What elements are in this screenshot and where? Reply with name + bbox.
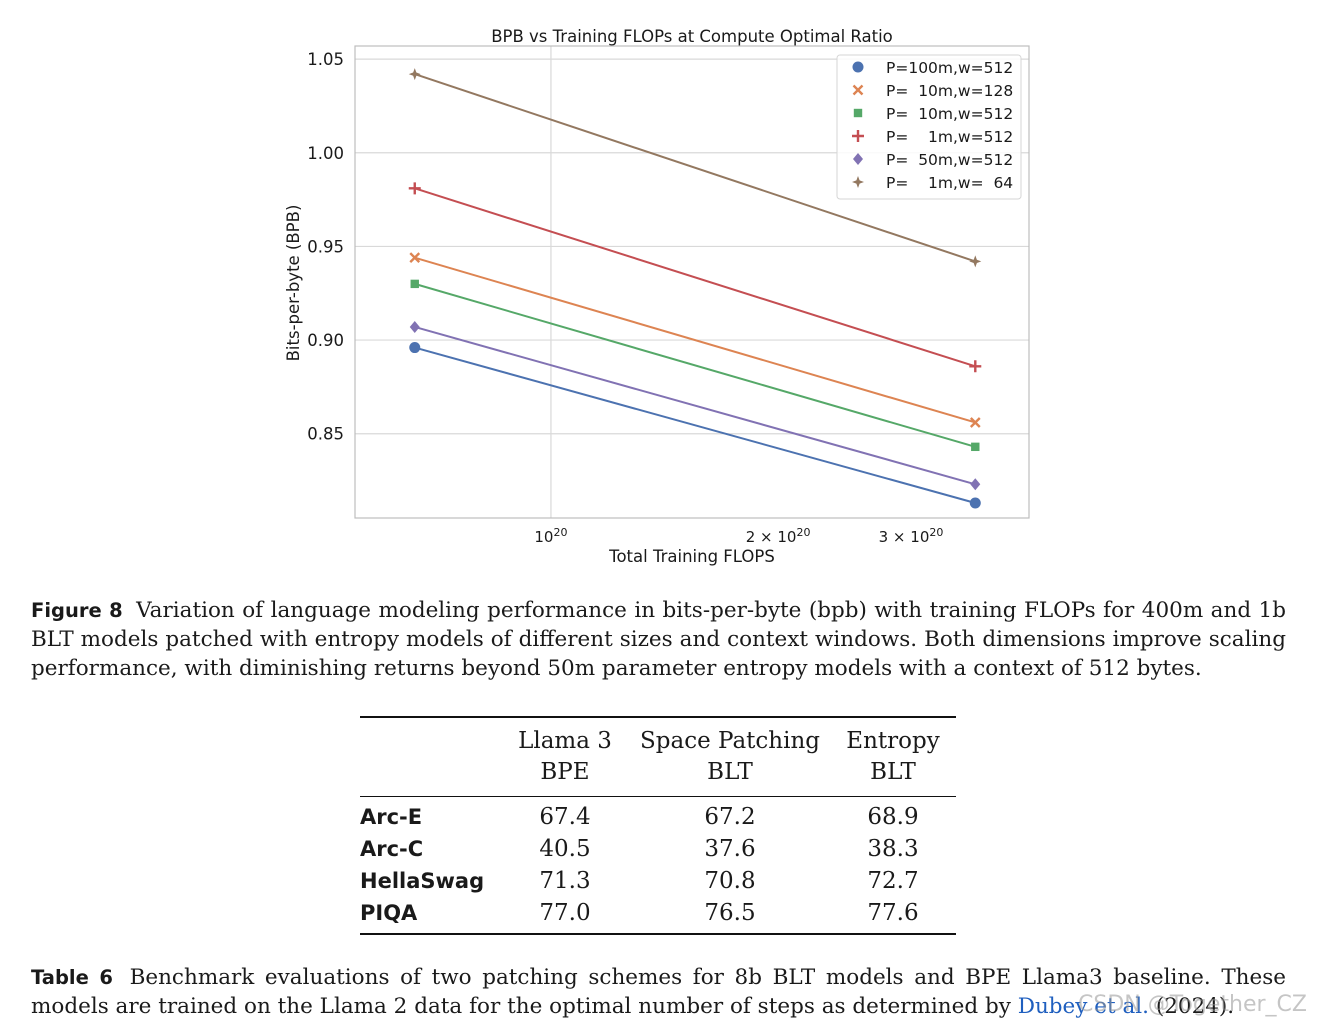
table-caption-year: (2024). <box>1148 994 1235 1019</box>
legend-marker <box>852 176 864 188</box>
table-caption-text: Benchmark evaluations of two patching sc… <box>31 965 1287 1019</box>
watermark: CSDN @Together_CZ <box>1078 992 1307 1017</box>
table-cell: 40.5 <box>539 836 591 862</box>
row-label: Arc-E <box>360 805 423 829</box>
table-cell: 77.6 <box>867 900 919 926</box>
chart-grid <box>355 46 1029 518</box>
table-cell: 37.6 <box>704 836 756 862</box>
legend-item: P= 50m,w=512 <box>853 151 1013 169</box>
legend-item: P= 1m,w=512 <box>852 128 1013 146</box>
legend-item: P= 10m,w=512 <box>853 105 1013 123</box>
legend-marker <box>853 108 863 118</box>
y-tick-label: 0.85 <box>307 425 344 444</box>
y-tick-label: 0.95 <box>307 237 344 256</box>
data-series <box>409 252 981 428</box>
plot-frame <box>354 45 1030 519</box>
y-axis-label: Bits-per-byte (BPB) <box>284 205 303 362</box>
x-axis-ticks: 1020 2 × 1020 3 × 1020 <box>534 526 943 546</box>
legend-label: P=100m,w=512 <box>886 59 1013 77</box>
figure-8-chart: BPB vs Training FLOPs at Compute Optimal… <box>284 27 1030 566</box>
row-label: PIQA <box>360 901 418 925</box>
data-point <box>409 320 420 333</box>
legend-marker <box>852 130 864 142</box>
series-line <box>414 325 976 486</box>
legend-label: P= 10m,w=128 <box>886 82 1013 100</box>
chart-svg: BPB vs Training FLOPs at Compute Optimal… <box>284 27 1030 566</box>
table-cell: 70.8 <box>704 868 756 894</box>
row-label: HellaSwag <box>360 869 485 893</box>
table-row: Arc-C 40.5 37.6 38.3 <box>360 833 956 865</box>
figure-caption-label: Figure 8 <box>31 599 123 622</box>
y-tick-label: 0.90 <box>307 331 344 350</box>
data-point <box>969 255 982 268</box>
citation-link[interactable]: Dubey et al. <box>1017 994 1149 1019</box>
data-point <box>410 279 419 289</box>
data-point <box>409 342 421 354</box>
table-row: Arc-E 67.4 67.2 68.9 <box>360 796 956 834</box>
table-cell: 38.3 <box>867 836 919 862</box>
y-tick-label: 1.05 <box>307 50 344 69</box>
col-header-llama3: Llama 3 BPE <box>518 728 612 785</box>
table-cell: 68.9 <box>867 804 919 830</box>
data-point <box>408 68 421 81</box>
benchmark-table: Llama 3 BPE Space Patching BLT Entropy BLT … <box>360 716 956 935</box>
series-line <box>414 187 976 368</box>
data-series <box>410 279 980 452</box>
series-line <box>414 346 976 504</box>
table-corner <box>360 717 500 797</box>
legend-item: P= 10m,w=128 <box>852 82 1013 100</box>
series-line <box>414 256 976 424</box>
x-tick-label: 1020 <box>534 526 567 546</box>
data-point <box>409 252 421 263</box>
table-row: HellaSwag 71.3 70.8 72.7 <box>360 865 956 897</box>
table-cell: 67.4 <box>539 804 591 830</box>
data-series <box>408 182 982 373</box>
x-axis-label: Total Training FLOPS <box>608 547 775 566</box>
legend-marker <box>853 153 863 165</box>
table-cell: 72.7 <box>867 868 919 894</box>
table-cell: 67.2 <box>704 804 756 830</box>
y-axis-ticks: 0.85 0.90 0.95 1.00 1.05 <box>307 50 344 444</box>
data-point <box>408 182 421 195</box>
data-series <box>409 342 981 509</box>
legend-label: P= 1m,w=512 <box>886 128 1013 146</box>
legend-item: P=100m,w=512 <box>852 59 1013 77</box>
chart-legend: P=100m,w=512 P= 10m,w=128 P= 10m,w=512 P= 1… <box>836 54 1022 200</box>
data-point <box>970 478 981 491</box>
data-point <box>969 497 981 509</box>
col-header-space-patching: Space Patching BLT <box>640 728 820 785</box>
legend-marker <box>852 84 864 96</box>
legend-item: P= 1m,w= 64 <box>852 174 1013 192</box>
col-header-entropy: Entropy BLT <box>846 728 940 785</box>
data-series <box>409 320 981 491</box>
data-point <box>969 360 982 373</box>
y-tick-label: 1.00 <box>307 144 344 163</box>
data-point <box>971 442 980 452</box>
chart-series <box>408 68 982 509</box>
table-caption: Table 6 Benchmark evaluations of two pat… <box>31 963 1286 1021</box>
legend-label: P= 1m,w= 64 <box>886 174 1013 192</box>
legend-marker <box>852 61 864 73</box>
row-label: Arc-C <box>360 837 424 861</box>
x-tick-label: 3 × 1020 <box>879 526 944 546</box>
legend-label: P= 50m,w=512 <box>886 151 1013 169</box>
data-point <box>969 417 981 428</box>
chart-title: BPB vs Training FLOPs at Compute Optimal… <box>491 27 893 46</box>
table-cell: 71.3 <box>539 868 591 894</box>
figure-caption: Figure 8 Variation of language modeling … <box>31 596 1286 683</box>
table-caption-label: Table 6 <box>31 966 113 989</box>
table-cell: 77.0 <box>539 900 591 926</box>
legend-label: P= 10m,w=512 <box>886 105 1013 123</box>
series-line <box>414 73 976 263</box>
table-cell: 76.5 <box>704 900 756 926</box>
x-tick-label: 2 × 1020 <box>746 526 811 546</box>
figure-caption-text: Variation of language modeling performan… <box>31 598 1286 681</box>
data-series <box>408 68 982 268</box>
legend-box <box>836 54 1022 200</box>
series-line <box>414 282 976 448</box>
table-row: PIQA 77.0 76.5 77.6 <box>360 897 956 934</box>
